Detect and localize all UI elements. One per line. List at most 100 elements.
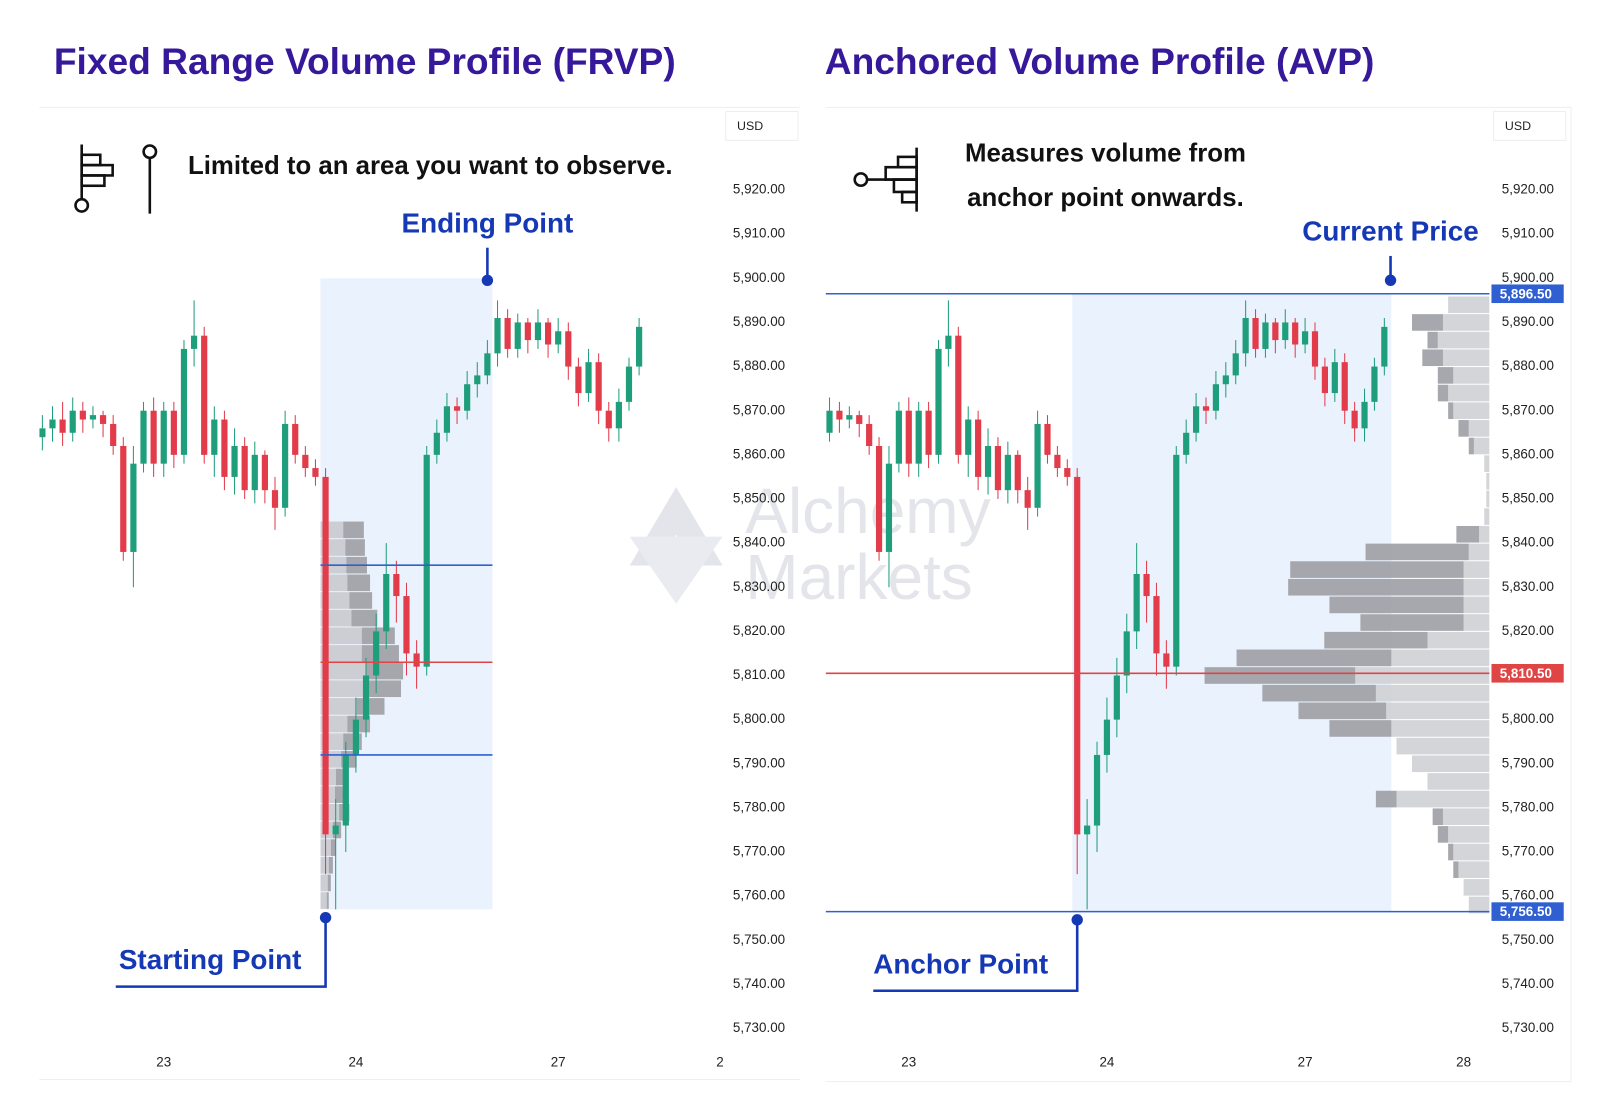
candle-body: [271, 490, 279, 508]
candle-body: [846, 415, 853, 420]
profile-bar: [1486, 490, 1490, 508]
profile-bar: [330, 839, 336, 856]
y-tick-label: 5,780.00: [1502, 799, 1554, 814]
profile-bar: [327, 874, 331, 892]
y-tick-label: 5,880.00: [1502, 358, 1554, 373]
profile-bar: [1329, 596, 1464, 614]
x-tick-label: 28: [1456, 1055, 1471, 1070]
profile-bar: [1288, 578, 1464, 596]
candle-body: [1232, 353, 1239, 376]
x-tick-label: 27: [551, 1055, 566, 1070]
chart-title: Fixed Range Volume Profile (FRVP): [54, 40, 676, 82]
profile-bar: [363, 680, 402, 698]
candle-body: [494, 318, 501, 354]
candle-body: [836, 410, 843, 420]
y-tick-label: 5,730.00: [1502, 1020, 1554, 1035]
candle-body: [170, 410, 177, 455]
y-tick-label: 5,900.00: [733, 270, 785, 285]
profile-bar: [1355, 667, 1490, 684]
profile-bar: [1437, 331, 1490, 349]
plot-area: [826, 293, 1490, 914]
frvp-icon: [74, 144, 158, 214]
candle-body: [393, 573, 400, 597]
candle-body: [595, 362, 602, 411]
candle-body: [49, 419, 56, 429]
candle-body: [1202, 406, 1210, 411]
profile-bar: [1458, 861, 1490, 878]
candle-body: [332, 825, 339, 835]
profile-bar: [343, 521, 364, 539]
profile-bar: [1290, 561, 1464, 578]
candle-body: [856, 415, 863, 424]
callout-line: [115, 917, 327, 988]
watermark: Alchemy Markets: [629, 475, 991, 613]
y-tick-label: 5,870.00: [1502, 402, 1554, 417]
candle-body: [905, 410, 912, 464]
profile-bar: [1324, 631, 1428, 649]
y-tick-label: 5,920.00: [1502, 182, 1554, 197]
candle-body: [453, 406, 461, 411]
profile-bar: [365, 662, 404, 680]
profile-bar: [1391, 649, 1490, 667]
candle-body: [984, 446, 992, 477]
candle-body: [1341, 362, 1348, 411]
candle-body: [89, 415, 97, 420]
candle-body: [1252, 318, 1259, 349]
y-tick-label: 5,820.00: [733, 623, 785, 638]
profile-bar: [320, 680, 364, 698]
y-tick-label: 5,890.00: [733, 314, 785, 329]
candle-body: [1301, 331, 1309, 345]
profile-bar: [320, 892, 327, 909]
candle-body: [1321, 366, 1328, 394]
profile-bar: [1298, 702, 1387, 720]
candle-body: [1183, 432, 1190, 455]
price-label-box: [1491, 664, 1564, 683]
candle-body: [625, 366, 633, 402]
profile-bar: [1448, 843, 1454, 861]
profile-bar: [326, 892, 329, 909]
currency: USD: [737, 119, 763, 133]
profile-bar: [1479, 525, 1490, 543]
candle-body: [1143, 573, 1150, 597]
candle-body: [140, 410, 147, 464]
profile-bar: [328, 856, 333, 874]
candle-body: [180, 348, 188, 455]
profile-bar: [1486, 473, 1490, 490]
candle-body: [1163, 653, 1170, 667]
profile-bar: [1442, 349, 1490, 367]
profile-bar: [320, 698, 357, 715]
profile-bar: [1386, 702, 1490, 720]
price-label: 5,810.50: [1500, 666, 1552, 681]
candle-body: [866, 423, 873, 447]
y-tick-label: 5,860.00: [733, 446, 785, 461]
candle-body: [1113, 675, 1120, 720]
start-point: [319, 911, 332, 924]
candle-body: [1222, 375, 1229, 385]
y-tick-label: 5,830.00: [733, 579, 785, 594]
candle-body: [1004, 454, 1011, 491]
y-tick-label: 5,850.00: [733, 491, 785, 506]
note: Measures volume from: [965, 140, 1246, 168]
candle-body: [1103, 719, 1111, 755]
y-tick-label: 5,890.00: [1502, 314, 1554, 329]
chart: Anchored Volume Profile (AVP) Measures vo…: [825, 40, 1567, 1070]
candle-body: [292, 423, 299, 455]
candle-body: [935, 348, 942, 455]
profile-bar: [320, 662, 366, 680]
profile-bar: [1468, 543, 1490, 561]
profile-bar: [1204, 667, 1356, 684]
candle-body: [1084, 825, 1091, 835]
y-tick-label: 5,790.00: [733, 755, 785, 770]
candle-body: [1272, 322, 1279, 341]
candle-body: [160, 410, 167, 464]
candle-body: [423, 454, 430, 667]
profile-bar: [1468, 420, 1490, 437]
price-label: 5,756.50: [1500, 904, 1552, 919]
profile-bar: [1329, 720, 1392, 737]
profile-bar: [1458, 420, 1469, 437]
candle-body: [59, 419, 66, 433]
profile-bar: [320, 645, 362, 662]
candle-body: [1074, 476, 1081, 835]
candle-body: [605, 410, 612, 429]
candle-body: [110, 423, 117, 447]
